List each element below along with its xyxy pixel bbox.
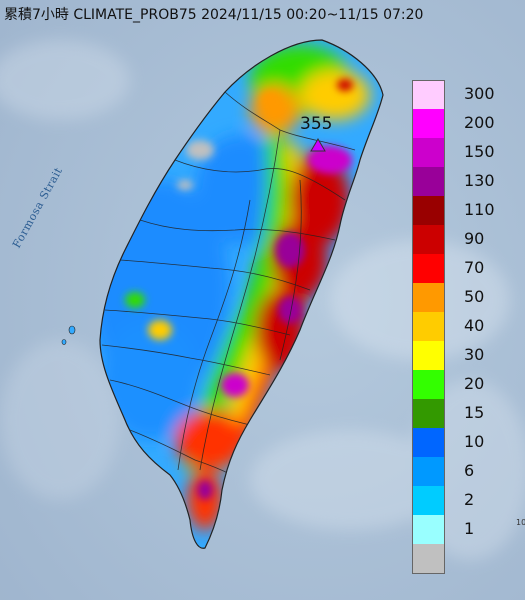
legend-swatch	[412, 225, 445, 254]
legend-label: 70	[464, 258, 485, 277]
legend-label: 20	[464, 374, 485, 393]
peak-value-label: 355	[300, 114, 333, 134]
legend-swatch	[412, 486, 445, 515]
coastline	[99, 39, 384, 549]
legend-swatch	[412, 283, 445, 312]
legend-label: 110	[464, 200, 495, 219]
legend-swatch	[412, 80, 445, 109]
legend-label: 50	[464, 287, 485, 306]
legend-label: 6	[464, 461, 475, 480]
legend-label: 90	[464, 229, 485, 248]
legend-label: 40	[464, 316, 485, 335]
legend-swatch	[412, 370, 445, 399]
legend-label: 150	[464, 142, 495, 161]
legend-label: 130	[464, 171, 495, 190]
rainfall-legend: 300 200 150 130 110 90 70 50 40 30 20 15 10 6 2 1	[412, 80, 522, 574]
legend-label: 30	[464, 345, 485, 364]
legend-swatch	[412, 109, 445, 138]
legend-swatch	[412, 515, 445, 544]
peak-triangle-marker	[310, 138, 326, 152]
partial-edge-label: 10	[516, 518, 525, 527]
legend-swatch	[412, 254, 445, 283]
legend-label: 200	[464, 113, 495, 132]
legend-swatch	[412, 544, 445, 573]
county-boundaries	[101, 91, 356, 476]
legend-swatch	[412, 138, 445, 167]
legend-label: 10	[464, 432, 485, 451]
legend-swatch	[412, 428, 445, 457]
legend-label: 1	[464, 519, 475, 538]
legend-swatch	[412, 457, 445, 486]
legend-swatch	[412, 312, 445, 341]
legend-label: 15	[464, 403, 485, 422]
legend-swatch	[412, 167, 445, 196]
legend-label: 2	[464, 490, 475, 509]
legend-swatch	[412, 341, 445, 370]
map-title: 累積7小時 CLIMATE_PROB75 2024/11/15 00:20~11…	[4, 7, 424, 23]
legend-swatch	[412, 399, 445, 428]
islets	[61, 325, 76, 345]
legend-label: 300	[464, 84, 495, 103]
legend-swatch	[412, 196, 445, 225]
